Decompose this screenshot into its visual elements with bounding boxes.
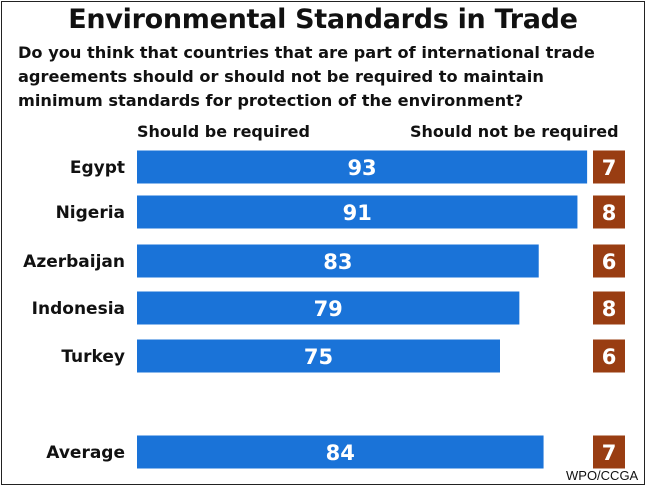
category-label-egypt: Egypt (70, 158, 125, 178)
bar-required-average (137, 435, 544, 469)
category-label-average: Average (46, 443, 125, 463)
source-credit: WPO/CCGA (566, 468, 639, 483)
chart-title: Environmental Standards in Trade (68, 4, 578, 35)
value-label-not-required-nigeria: 8 (602, 201, 617, 225)
value-label-required-nigeria: 91 (343, 201, 372, 225)
bar-not-required-turkey (593, 339, 625, 373)
bar-not-required-azerbaijan (593, 244, 625, 278)
legend-should-not-be-required: Should not be required (410, 122, 619, 141)
bar-not-required-egypt (593, 150, 625, 184)
legend-should-be-required: Should be required (137, 122, 310, 141)
bar-not-required-average (593, 435, 625, 469)
value-label-not-required-turkey: 6 (602, 345, 617, 369)
bar-not-required-nigeria (593, 195, 625, 229)
value-label-not-required-indonesia: 8 (602, 297, 617, 321)
bar-required-nigeria (137, 195, 578, 229)
bar-required-azerbaijan (137, 244, 539, 278)
category-label-indonesia: Indonesia (32, 299, 125, 319)
category-label-nigeria: Nigeria (56, 203, 125, 223)
bar-not-required-indonesia (593, 291, 625, 325)
value-label-not-required-azerbaijan: 6 (602, 250, 617, 274)
bar-required-egypt (137, 150, 588, 184)
bar-required-indonesia (137, 291, 520, 325)
value-label-not-required-egypt: 7 (602, 156, 617, 180)
value-label-required-turkey: 75 (304, 345, 333, 369)
survey-question: Do you think that countries that are par… (18, 43, 595, 110)
value-label-required-average: 84 (326, 441, 355, 465)
value-label-required-egypt: 93 (347, 156, 376, 180)
category-label-azerbaijan: Azerbaijan (23, 252, 125, 272)
bar-required-turkey (137, 339, 500, 373)
category-label-turkey: Turkey (61, 347, 125, 367)
value-label-required-azerbaijan: 83 (323, 250, 352, 274)
value-label-not-required-average: 7 (602, 441, 617, 465)
value-label-required-indonesia: 79 (314, 297, 343, 321)
